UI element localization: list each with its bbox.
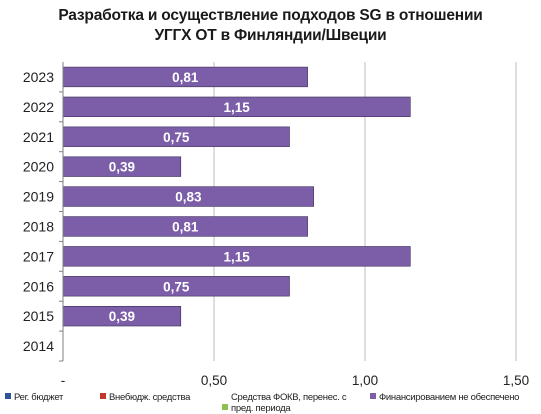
data-label-2020: 0,39 bbox=[109, 160, 135, 175]
chart-title-line-2: УГГХ ОТ в Финляндии/Швеции bbox=[154, 27, 387, 44]
y-tick-label-2014: 2014 bbox=[23, 338, 54, 354]
legend-label-unfunded: Финансированием не обеспечено bbox=[379, 392, 520, 403]
data-label-2021: 0,75 bbox=[163, 130, 190, 145]
data-label-2016: 0,75 bbox=[163, 279, 190, 294]
chart-title: Разработка и осуществление подходов SG в… bbox=[0, 6, 541, 46]
x-tick-label-1: 0,50 bbox=[201, 373, 227, 388]
x-tick-label-0: - bbox=[61, 373, 66, 388]
data-label-2015: 0,39 bbox=[109, 309, 135, 324]
y-tick-label-2022: 2022 bbox=[23, 99, 54, 115]
data-label-2017: 1,15 bbox=[224, 249, 251, 264]
data-label-2023: 0,81 bbox=[172, 70, 199, 85]
y-tick-label-2017: 2017 bbox=[23, 248, 54, 264]
legend-swatch-extrabudget bbox=[100, 393, 106, 399]
data-label-2022: 1,15 bbox=[224, 100, 251, 115]
y-tick-label-2016: 2016 bbox=[23, 278, 54, 294]
legend-label-reg-budget: Рег. бюджет bbox=[14, 392, 64, 403]
y-tick-label-2020: 2020 bbox=[23, 159, 54, 175]
legend-swatch-reg-budget bbox=[5, 393, 11, 399]
bars: 0,39 0,75 1,15 0,81 0,83 0,39 0,75 1,15 0,81 bbox=[62, 66, 411, 327]
y-tick-label-2023: 2023 bbox=[23, 69, 54, 85]
legend-item-fokv: Средства ФОКВ, перенес. с пред. периода bbox=[222, 392, 349, 414]
y-tick-label-2015: 2015 bbox=[23, 308, 54, 324]
axes: - 0,50 1,00 1,50 2014 2015 2016 2017 2018 2019 202… bbox=[23, 62, 529, 388]
x-tick-label-3: 1,50 bbox=[503, 373, 529, 388]
y-tick-label-2018: 2018 bbox=[23, 218, 54, 234]
x-tick-label-2: 1,00 bbox=[352, 373, 378, 388]
legend-swatch-unfunded bbox=[370, 393, 376, 399]
chart-title-line-1: Разработка и осуществление подходов SG в… bbox=[58, 7, 483, 24]
legend-swatch-fokv bbox=[222, 404, 228, 410]
legend-item-reg-budget: Рег. бюджет bbox=[5, 392, 63, 403]
y-tick-label-2021: 2021 bbox=[23, 129, 54, 145]
data-label-2019: 0,83 bbox=[175, 190, 202, 205]
legend-item-extrabudget: Внебюдж. средства bbox=[100, 392, 190, 403]
legend-label-extrabudget: Внебюдж. средства bbox=[109, 392, 191, 403]
legend-item-unfunded: Финансированием не обеспечено bbox=[370, 392, 519, 403]
bar-chart: 0,39 0,75 1,15 0,81 0,83 0,39 0,75 1,15 0,81 - 0,… bbox=[23, 62, 529, 388]
y-tick-label-2019: 2019 bbox=[23, 189, 54, 205]
legend-label-fokv: Средства ФОКВ, перенес. с пред. периода bbox=[231, 392, 347, 414]
data-label-2018: 0,81 bbox=[172, 219, 199, 234]
